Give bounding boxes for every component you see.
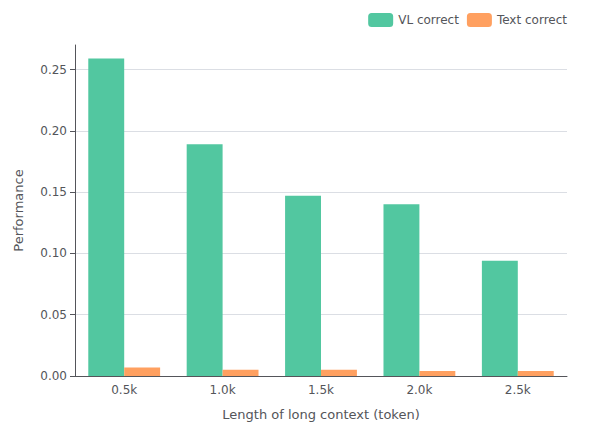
svg-text:Length of long context (token): Length of long context (token) <box>222 407 419 422</box>
svg-text:0.05: 0.05 <box>40 308 67 322</box>
svg-text:0.15: 0.15 <box>40 185 67 199</box>
svg-text:1.0k: 1.0k <box>210 383 236 397</box>
svg-text:0.10: 0.10 <box>40 246 67 260</box>
svg-text:2.0k: 2.0k <box>406 383 432 397</box>
svg-text:1.5k: 1.5k <box>308 383 334 397</box>
svg-text:2.5k: 2.5k <box>505 383 531 397</box>
svg-text:0.5k: 0.5k <box>111 383 137 397</box>
svg-text:Text correct: Text correct <box>496 13 567 27</box>
svg-text:VL correct: VL correct <box>398 13 459 27</box>
svg-text:0.20: 0.20 <box>40 124 67 138</box>
svg-text:0.00: 0.00 <box>40 369 67 383</box>
svg-text:0.25: 0.25 <box>40 63 67 77</box>
svg-text:Performance: Performance <box>11 169 26 251</box>
